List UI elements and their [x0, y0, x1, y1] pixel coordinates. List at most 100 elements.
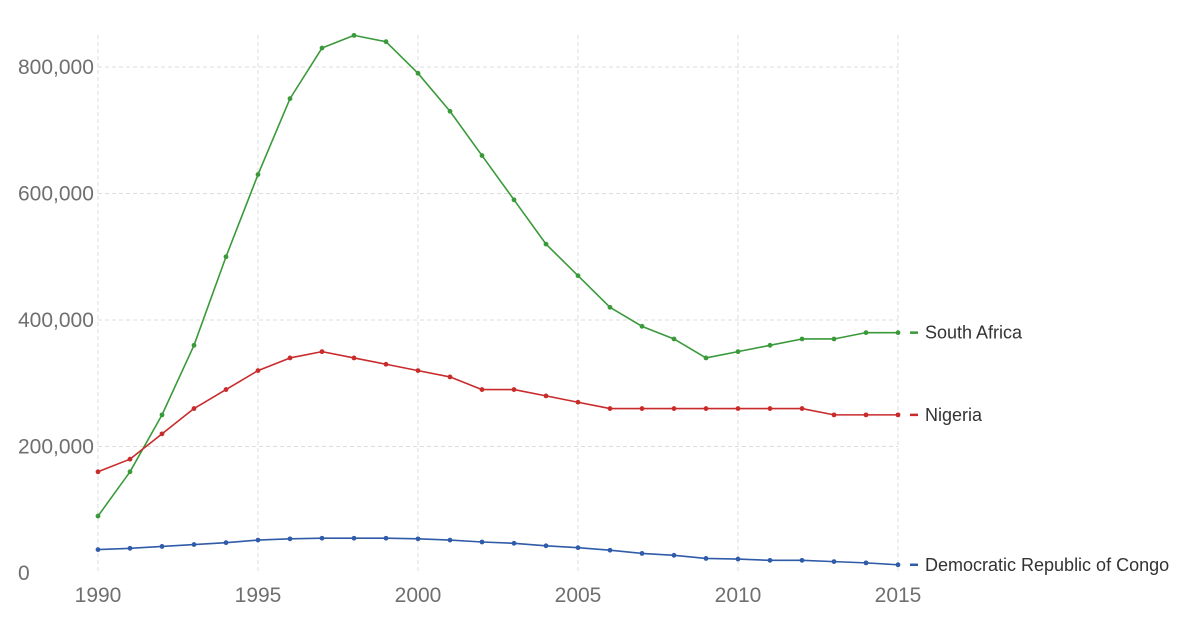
data-point: [95, 469, 101, 475]
data-point: [671, 406, 677, 411]
data-point: [639, 550, 645, 556]
data-point: [383, 535, 389, 541]
legend-item: Democratic Republic of Congo: [910, 555, 1169, 575]
data-point: [255, 537, 261, 543]
data-point: [159, 544, 165, 549]
data-point: [735, 556, 741, 562]
legend-label: South Africa: [925, 323, 1023, 343]
data-point: [607, 406, 613, 411]
series-nigeria: [95, 349, 901, 475]
data-point: [351, 32, 357, 38]
data-point: [703, 355, 709, 361]
data-point: [415, 368, 421, 373]
data-point: [127, 469, 133, 475]
x-tick-label: 2015: [875, 584, 922, 607]
data-point: [799, 336, 805, 342]
data-point: [703, 556, 709, 561]
data-point: [319, 535, 325, 541]
x-tick-label: 1990: [75, 584, 122, 607]
data-point: [895, 562, 901, 568]
data-point: [703, 406, 709, 411]
data-point: [351, 355, 357, 361]
data-point: [159, 412, 165, 418]
series-lines: [95, 32, 901, 568]
data-point: [863, 330, 869, 336]
data-point: [767, 557, 773, 563]
data-point: [127, 545, 133, 551]
legend-label: Democratic Republic of Congo: [925, 555, 1169, 575]
legend-item: Nigeria: [910, 405, 983, 425]
data-point: [479, 153, 485, 158]
data-point: [383, 361, 389, 367]
data-point: [575, 273, 581, 279]
data-point: [511, 540, 517, 546]
data-point: [447, 108, 453, 114]
y-tick-label: 800,000: [18, 56, 94, 79]
data-point: [223, 540, 229, 546]
data-point: [799, 557, 805, 563]
axis-ticks: 0 200,000 400,000 600,000 800,000 1990 1995 200…: [18, 56, 921, 607]
data-point: [639, 406, 645, 411]
data-point: [543, 241, 549, 247]
data-point: [223, 387, 229, 392]
data-point: [575, 545, 581, 551]
data-point: [191, 342, 197, 348]
data-point: [479, 387, 485, 392]
y-tick-label: 200,000: [18, 436, 94, 459]
grid: [97, 35, 899, 573]
data-point: [767, 342, 773, 348]
data-point: [319, 45, 325, 51]
x-tick-label: 1995: [235, 584, 282, 607]
data-point: [543, 393, 549, 399]
data-point: [351, 535, 357, 541]
data-point: [479, 539, 485, 545]
series-democratic-republic-of-congo: [95, 535, 901, 568]
data-point: [255, 368, 261, 373]
data-point: [799, 406, 805, 411]
data-point: [671, 552, 677, 558]
data-point: [447, 374, 453, 380]
series-line: [97, 350, 898, 473]
y-tick-label: 0: [18, 562, 30, 585]
data-point: [191, 542, 197, 547]
y-tick-label: 600,000: [18, 183, 94, 206]
data-point: [895, 412, 901, 418]
data-point: [415, 70, 421, 76]
data-point: [895, 330, 901, 336]
data-point: [223, 254, 229, 260]
series-south-africa: [95, 32, 901, 519]
data-point: [287, 355, 293, 361]
data-point: [255, 172, 261, 177]
series-line: [97, 34, 898, 517]
x-tick-label: 2005: [555, 584, 602, 607]
x-tick-label: 2010: [715, 584, 762, 607]
data-point: [735, 349, 741, 355]
series-line: [97, 537, 899, 566]
data-point: [127, 456, 133, 462]
y-tick-label: 400,000: [18, 309, 94, 332]
legend-item: South Africa: [910, 323, 1023, 343]
data-point: [575, 399, 581, 405]
data-point: [191, 406, 197, 411]
data-point: [831, 412, 837, 418]
data-point: [671, 336, 677, 342]
data-point: [287, 96, 293, 102]
data-point: [95, 547, 101, 552]
data-point: [639, 323, 645, 329]
data-point: [831, 336, 837, 342]
data-point: [511, 387, 517, 392]
data-point: [415, 536, 421, 542]
data-point: [831, 559, 837, 565]
x-tick-label: 2000: [395, 584, 442, 607]
data-point: [863, 560, 869, 566]
data-point: [95, 513, 101, 519]
data-point: [735, 406, 741, 411]
data-point: [447, 537, 453, 543]
data-point: [287, 536, 293, 542]
data-point: [319, 349, 325, 355]
data-point: [159, 431, 165, 437]
data-point: [607, 547, 613, 553]
data-point: [767, 406, 773, 411]
data-point: [543, 543, 549, 549]
